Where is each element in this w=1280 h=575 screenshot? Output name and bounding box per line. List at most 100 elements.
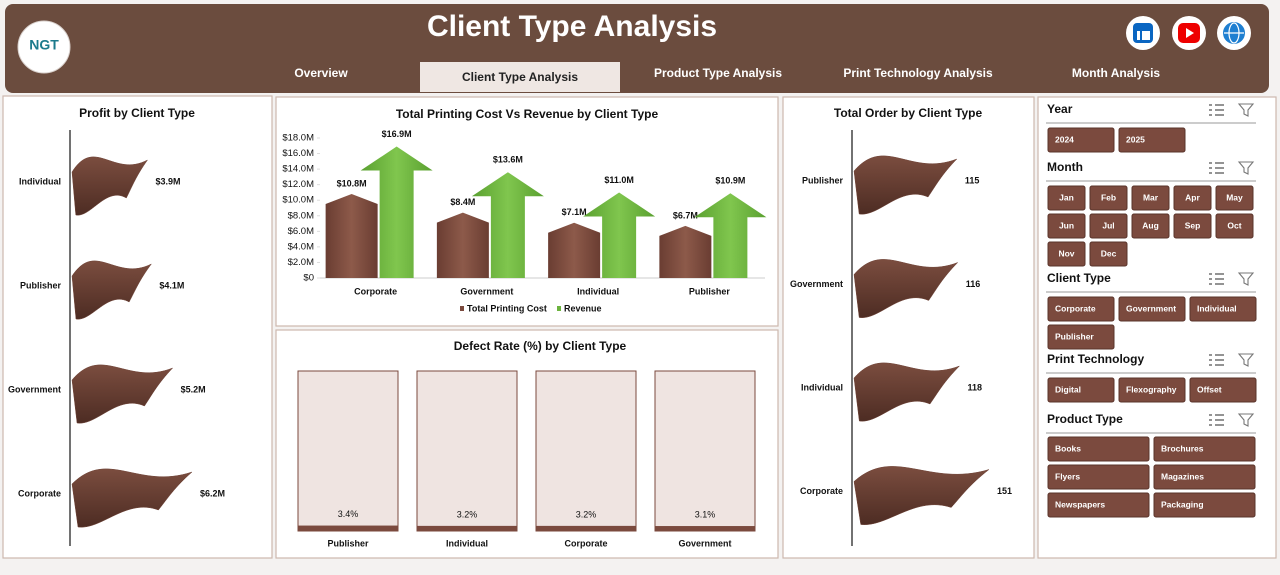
slicer-item[interactable]: Apr: [1185, 192, 1200, 202]
y-tick-label: $8.0M: [288, 210, 314, 221]
slicer-button[interactable]: [1118, 377, 1186, 403]
slicer-title: Year: [1047, 102, 1073, 116]
youtube-play: [1186, 28, 1194, 38]
slicer-button[interactable]: [1047, 436, 1150, 462]
y-tick-label: $18.0M: [282, 133, 314, 144]
slicer-button[interactable]: [1189, 296, 1257, 322]
slicer-item[interactable]: May: [1226, 192, 1243, 202]
legend-label[interactable]: Revenue: [564, 303, 602, 313]
slicer-item[interactable]: Nov: [1058, 248, 1074, 258]
slicer-button[interactable]: [1047, 377, 1115, 403]
slicer-button[interactable]: [1153, 436, 1256, 462]
x-tick-label: Government: [678, 538, 731, 548]
slicer-button[interactable]: [1118, 296, 1186, 322]
slicer-item[interactable]: Brochures: [1161, 443, 1204, 453]
multi-select-icon[interactable]: [1209, 162, 1224, 174]
nav-tab[interactable]: Print Technology Analysis: [843, 66, 993, 80]
multi-select-icon[interactable]: [1209, 414, 1224, 426]
slicer-button[interactable]: [1118, 127, 1186, 153]
slicer-item[interactable]: Jun: [1059, 220, 1074, 230]
slicer-item[interactable]: Sep: [1185, 220, 1201, 230]
nav-tab[interactable]: Client Type Analysis: [462, 70, 578, 84]
value-label: $16.9M: [382, 129, 412, 139]
revenue-arrow: [694, 193, 767, 278]
cost-bar: [325, 194, 378, 278]
slicer-button[interactable]: [1189, 377, 1257, 403]
slicer-button[interactable]: [1047, 213, 1086, 239]
slicer-button[interactable]: [1089, 241, 1128, 267]
slicer-item[interactable]: Aug: [1142, 220, 1159, 230]
slicer-item[interactable]: Digital: [1055, 384, 1081, 394]
slicer-item[interactable]: Jul: [1102, 220, 1114, 230]
clear-filter-icon[interactable]: [1237, 103, 1255, 117]
value-label: 151: [997, 486, 1012, 496]
cost-bar: [548, 222, 601, 278]
slicer-item[interactable]: Dec: [1101, 248, 1117, 258]
slicer-button[interactable]: [1089, 213, 1128, 239]
chart-title: Profit by Client Type: [79, 106, 195, 120]
slicer-button[interactable]: [1047, 324, 1115, 350]
slicer-item[interactable]: Government: [1126, 303, 1176, 313]
slicer-button[interactable]: [1215, 185, 1254, 211]
category-label: Government: [8, 384, 61, 394]
nav-tab[interactable]: Month Analysis: [1072, 66, 1161, 80]
column-bar: [298, 525, 398, 531]
slicer-button[interactable]: [1131, 185, 1170, 211]
multi-select-icon[interactable]: [1209, 354, 1224, 366]
linkedin-glyph-i: [1137, 31, 1140, 40]
category-label: Corporate: [18, 488, 61, 498]
slicer-item[interactable]: Publisher: [1055, 331, 1094, 341]
legend-label[interactable]: Total Printing Cost: [467, 303, 547, 313]
value-label: $10.9M: [715, 176, 745, 186]
slicer-button[interactable]: [1047, 464, 1150, 490]
nav-tab[interactable]: Product Type Analysis: [654, 66, 782, 80]
slicer-button[interactable]: [1089, 185, 1128, 211]
value-label: $10.8M: [337, 178, 367, 188]
slicer-button[interactable]: [1047, 241, 1086, 267]
clear-filter-icon[interactable]: [1237, 413, 1255, 427]
y-tick-label: $14.0M: [282, 164, 314, 175]
slicer-item[interactable]: Mar: [1143, 192, 1159, 202]
multi-select-icon[interactable]: [1209, 273, 1224, 285]
revenue-arrow: [583, 192, 656, 278]
nav-tab[interactable]: Overview: [294, 66, 348, 80]
revenue-arrow: [360, 146, 433, 278]
slicer-item[interactable]: 2025: [1126, 134, 1145, 144]
slicer-item[interactable]: Oct: [1227, 220, 1241, 230]
value-label: $4.1M: [159, 280, 184, 290]
slicer-button[interactable]: [1131, 213, 1170, 239]
slicer-button[interactable]: [1047, 185, 1086, 211]
slicer-item[interactable]: Packaging: [1161, 499, 1204, 509]
flag-bar: [71, 260, 152, 320]
slicer-item[interactable]: Individual: [1197, 303, 1237, 313]
slicer-item[interactable]: Feb: [1101, 192, 1116, 202]
category-label: Individual: [19, 176, 61, 186]
slicer-button[interactable]: [1047, 492, 1150, 518]
flag-bar: [71, 364, 173, 424]
slicer-button[interactable]: [1173, 213, 1212, 239]
chart-title: Total Order by Client Type: [834, 106, 983, 120]
slicer-item[interactable]: Jan: [1059, 192, 1074, 202]
slicer-item[interactable]: Newspapers: [1055, 499, 1105, 509]
clear-filter-icon[interactable]: [1237, 353, 1255, 367]
slicer-button[interactable]: [1047, 296, 1115, 322]
value-label: $13.6M: [493, 155, 523, 165]
slicer-item[interactable]: 2024: [1055, 134, 1074, 144]
slicer-item[interactable]: Offset: [1197, 384, 1222, 394]
slicer-button[interactable]: [1215, 213, 1254, 239]
slicer-button[interactable]: [1047, 127, 1115, 153]
slicer-item[interactable]: Flexography: [1126, 384, 1177, 394]
slicer-item[interactable]: Magazines: [1161, 471, 1204, 481]
slicer-button[interactable]: [1153, 464, 1256, 490]
slicer-button[interactable]: [1153, 492, 1256, 518]
social-icons: [1126, 16, 1251, 50]
multi-select-icon[interactable]: [1209, 104, 1224, 116]
flag-bar: [853, 259, 958, 318]
slicer-item[interactable]: Flyers: [1055, 471, 1080, 481]
slicer-item[interactable]: Corporate: [1055, 303, 1096, 313]
clear-filter-icon[interactable]: [1237, 161, 1255, 175]
slicer-button[interactable]: [1173, 185, 1212, 211]
clear-filter-icon[interactable]: [1237, 272, 1255, 286]
slicer-item[interactable]: Books: [1055, 443, 1081, 453]
